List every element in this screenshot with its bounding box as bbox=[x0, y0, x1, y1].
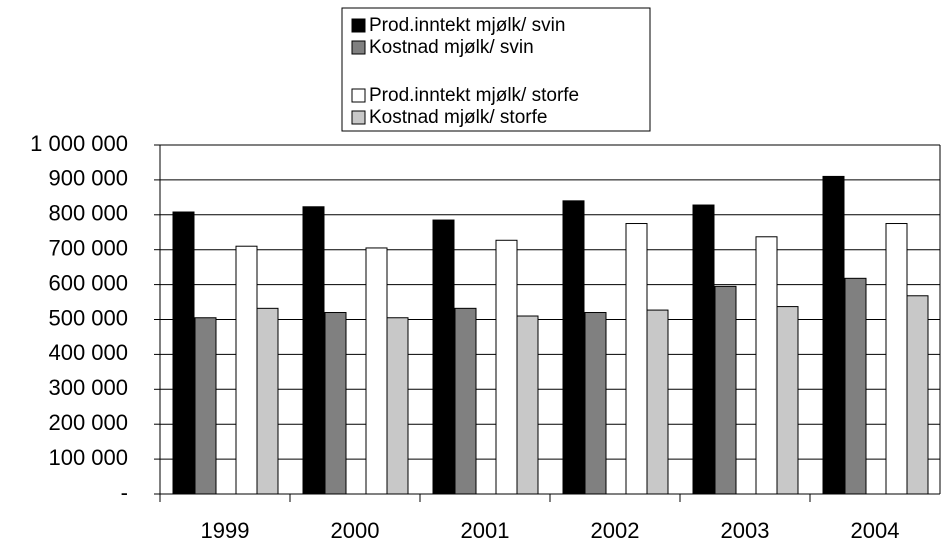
y-tick-label: 100 000 bbox=[48, 445, 128, 470]
bar bbox=[885, 223, 908, 495]
bar bbox=[714, 285, 737, 495]
legend-swatch bbox=[351, 18, 366, 33]
bar bbox=[194, 317, 217, 495]
y-tick-label: 500 000 bbox=[48, 305, 128, 330]
legend-swatch bbox=[351, 110, 366, 125]
y-tick-label: 600 000 bbox=[48, 270, 128, 295]
x-tick-label: 2002 bbox=[591, 518, 640, 543]
x-tick-label: 2001 bbox=[461, 518, 510, 543]
bar bbox=[906, 295, 929, 495]
legend-label: Prod.inntekt mjølk/ svin bbox=[369, 15, 565, 36]
bar bbox=[692, 204, 715, 495]
bar bbox=[172, 211, 195, 495]
bar bbox=[302, 206, 325, 495]
legend-label: Kostnad mjølk/ storfe bbox=[369, 107, 547, 128]
legend-label: Prod.inntekt mjølk/ storfe bbox=[369, 85, 579, 106]
y-tick-label: 800 000 bbox=[48, 201, 128, 226]
y-tick-label: 900 000 bbox=[48, 166, 128, 191]
bar bbox=[256, 307, 279, 495]
bar bbox=[646, 309, 669, 495]
y-tick-label: 700 000 bbox=[48, 236, 128, 261]
bar bbox=[495, 239, 518, 495]
bar bbox=[235, 245, 258, 495]
bar bbox=[454, 307, 477, 495]
bar bbox=[755, 236, 778, 495]
bar bbox=[625, 223, 648, 495]
bar bbox=[324, 312, 347, 495]
bar bbox=[516, 315, 539, 495]
x-tick-label: 2000 bbox=[331, 518, 380, 543]
x-tick-label: 2003 bbox=[721, 518, 770, 543]
y-tick-label: 400 000 bbox=[48, 340, 128, 365]
y-tick-label: 200 000 bbox=[48, 410, 128, 435]
bar bbox=[776, 306, 799, 495]
y-tick-label: 300 000 bbox=[48, 375, 128, 400]
bar bbox=[844, 277, 867, 495]
y-tick-label: 1 000 000 bbox=[30, 131, 128, 156]
y-tick-label: - bbox=[121, 480, 128, 505]
bar bbox=[562, 200, 585, 495]
bar bbox=[386, 317, 409, 495]
x-tick-label: 2004 bbox=[851, 518, 900, 543]
bar bbox=[584, 312, 607, 495]
legend-swatch bbox=[351, 40, 366, 55]
bar bbox=[432, 219, 455, 495]
x-tick-label: 1999 bbox=[201, 518, 250, 543]
legend-label: Kostnad mjølk/ svin bbox=[369, 37, 534, 58]
legend-swatch bbox=[351, 88, 366, 103]
bar bbox=[822, 175, 845, 495]
bar bbox=[365, 247, 388, 495]
legend-box bbox=[341, 7, 651, 132]
